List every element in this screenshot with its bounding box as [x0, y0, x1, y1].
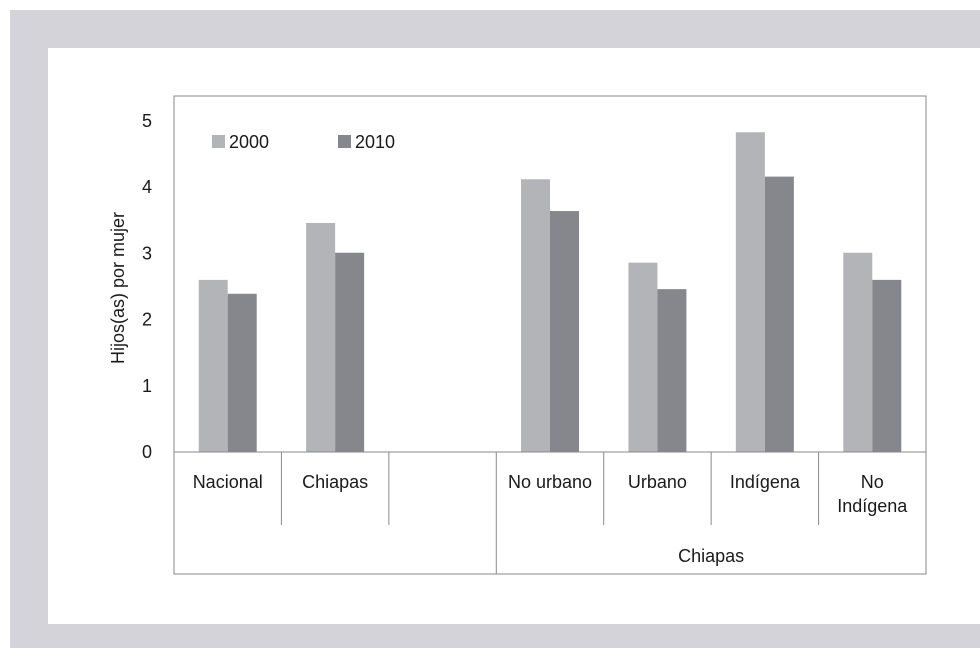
- bar-2010-Indígena: [764, 176, 794, 452]
- group-label: Chiapas: [678, 546, 744, 566]
- y-tick-label: 0: [142, 442, 152, 462]
- bar-2010-Urbano: [657, 289, 687, 452]
- y-tick-label: 3: [142, 243, 152, 263]
- legend-swatch-2000: [212, 135, 225, 148]
- chart-panel: 0 1 2 3 4 5 Nacional Chiapas No urbano Urbano Indí…: [48, 48, 980, 624]
- bar-2010-No Indígena: [872, 279, 902, 452]
- bar-2010-Chiapas: [335, 252, 365, 452]
- legend-label-2010: 2010: [355, 132, 395, 152]
- y-tick-label: 2: [142, 310, 152, 330]
- bar-2000-Indígena: [735, 132, 765, 452]
- x-tick-label: Urbano: [628, 472, 687, 492]
- y-tick-label: 1: [142, 376, 152, 396]
- outer-frame: 0 1 2 3 4 5 Nacional Chiapas No urbano Urbano Indí…: [10, 10, 980, 648]
- x-tick-label: No: [861, 472, 884, 492]
- legend-label-2000: 2000: [229, 132, 269, 152]
- y-axis-label: Hijos(as) por mujer: [108, 212, 128, 364]
- bar-2010-No urbano: [550, 211, 579, 452]
- x-tick-label: Chiapas: [302, 472, 368, 492]
- x-tick-label: Indígena: [730, 472, 801, 492]
- bar-2010-Nacional: [227, 293, 257, 452]
- bar-2000-No Indígena: [843, 252, 873, 452]
- bar-chart: 0 1 2 3 4 5 Nacional Chiapas No urbano Urbano Indí…: [108, 95, 927, 575]
- x-tick-label: No urbano: [508, 472, 592, 492]
- bar-2000-Chiapas: [306, 222, 336, 452]
- legend-swatch-2010: [338, 135, 351, 148]
- plot-border: [173, 95, 927, 575]
- x-tick-label: Indígena: [837, 496, 908, 516]
- y-tick-label: 5: [142, 111, 152, 131]
- bar-2000-Urbano: [628, 262, 658, 452]
- x-tick-label: Nacional: [193, 472, 263, 492]
- bar-2000-No urbano: [521, 179, 550, 453]
- bar-2000-Nacional: [198, 279, 228, 452]
- y-tick-label: 4: [142, 177, 152, 197]
